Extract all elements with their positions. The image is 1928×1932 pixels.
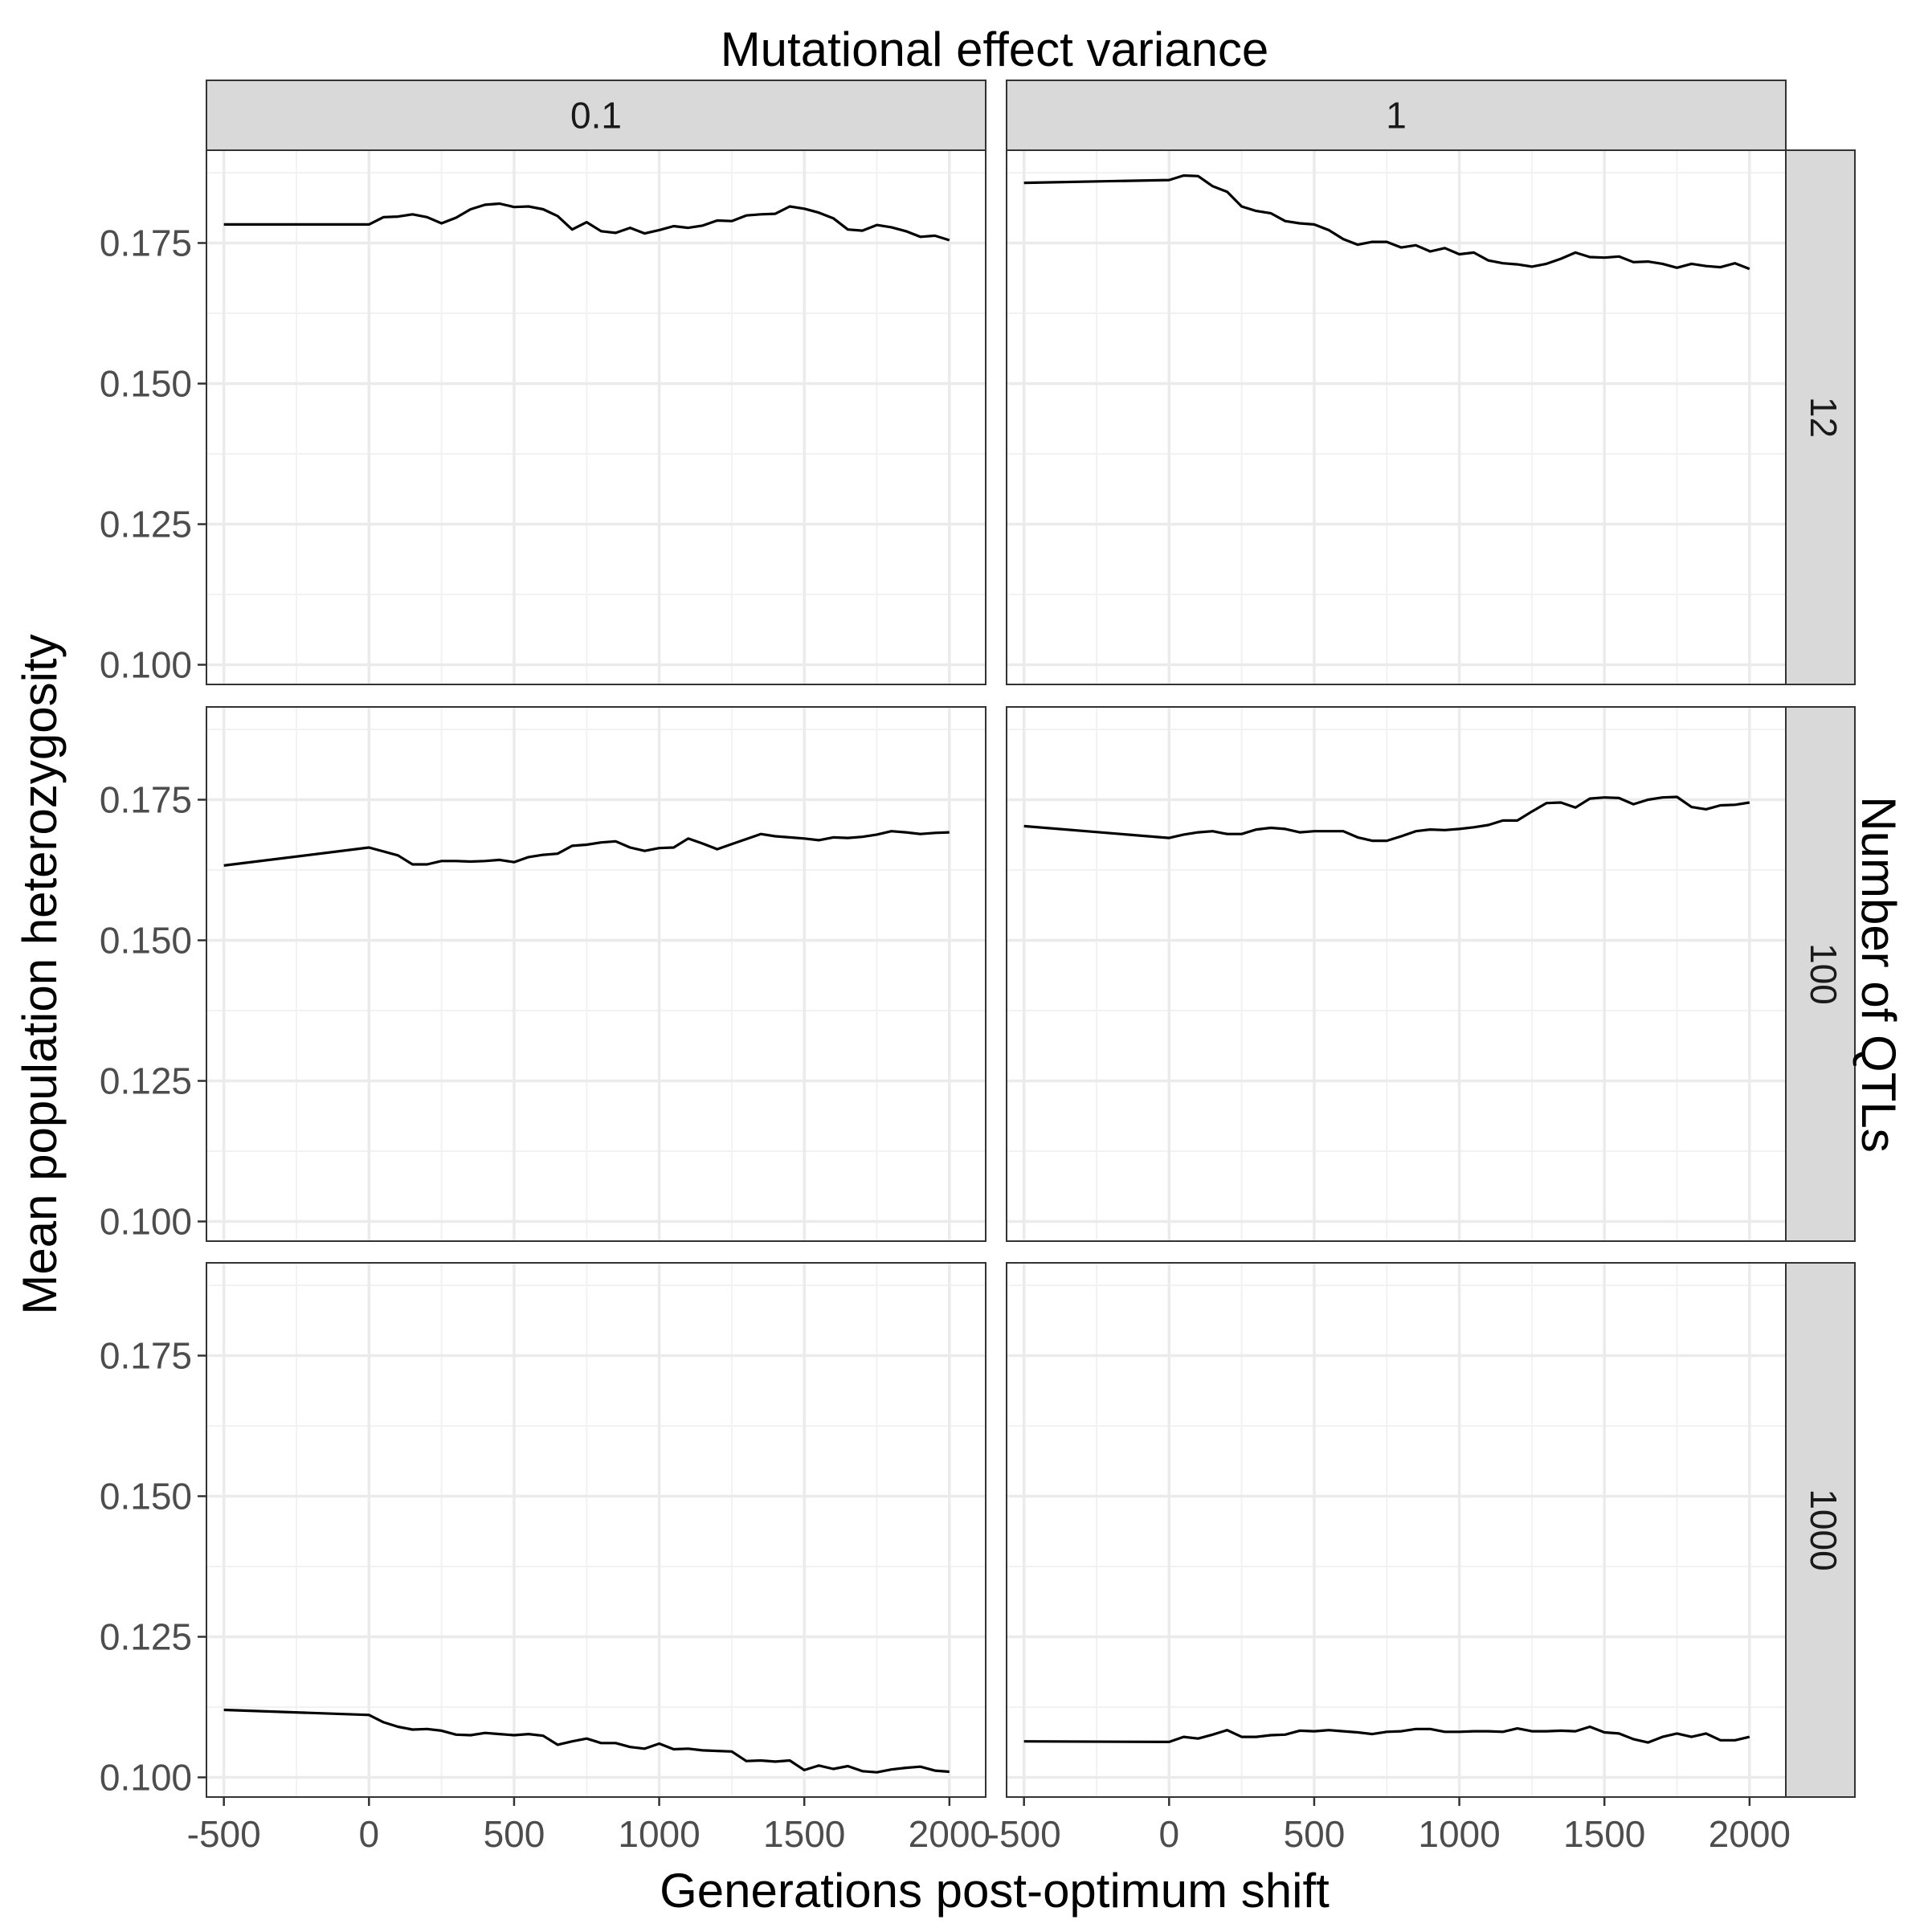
y-tick-label: 0.150 <box>100 920 192 962</box>
column-strip-0 <box>206 80 986 151</box>
panel-r0-c1 <box>1006 149 1787 685</box>
panel-border <box>206 1262 986 1798</box>
y-tick-label: 0.100 <box>100 1201 192 1243</box>
panel-r2-c1 <box>1006 1262 1787 1798</box>
column-strip-label: 1 <box>1386 95 1407 137</box>
series-line <box>1023 174 1750 271</box>
row-strip-label: 12 <box>1803 397 1844 438</box>
row-strip-label: 1000 <box>1803 1489 1844 1571</box>
row-strip-label: 100 <box>1803 943 1844 1005</box>
x-tick-label: 2000 <box>909 1813 991 1855</box>
panel-r0-c0 <box>206 149 986 685</box>
row-facet-title: Number of QTLs <box>1852 796 1906 1152</box>
y-tick-label: 0.125 <box>100 1060 192 1102</box>
x-tick-label: 1500 <box>1563 1813 1645 1855</box>
panel-r1-c1 <box>1006 706 1787 1242</box>
x-tick-label: 1000 <box>1418 1813 1500 1855</box>
series-line <box>1023 1725 1750 1744</box>
x-tick-label: 2000 <box>1709 1813 1791 1855</box>
x-axis-title: Generations post-optimum shift <box>660 1864 1330 1918</box>
column-strip-label: 0.1 <box>570 95 622 137</box>
y-tick-label: 0.125 <box>100 1616 192 1658</box>
panel-border <box>206 706 986 1242</box>
x-tick-label: -500 <box>987 1813 1061 1855</box>
y-tick-label: 0.125 <box>100 504 192 545</box>
series-line <box>1023 795 1750 843</box>
y-tick-label: 0.175 <box>100 1335 192 1377</box>
panel-r2-c0 <box>206 1262 986 1798</box>
panel-r1-c0 <box>206 706 986 1242</box>
y-tick-label: 0.100 <box>100 1757 192 1799</box>
x-tick-label: 500 <box>484 1813 545 1855</box>
col-facet-title: Mutational effect variance <box>721 22 1269 76</box>
series-line <box>223 830 950 867</box>
x-tick-label: 0 <box>1159 1813 1180 1855</box>
row-strip-2 <box>1785 1262 1856 1798</box>
y-tick-label: 0.150 <box>100 363 192 405</box>
x-tick-label: 1000 <box>618 1813 700 1855</box>
row-strip-0 <box>1785 149 1856 685</box>
x-tick-label: 1500 <box>763 1813 845 1855</box>
y-tick-label: 0.175 <box>100 779 192 821</box>
column-strip-1 <box>1006 80 1787 151</box>
series-line <box>223 202 950 242</box>
x-tick-label: -500 <box>187 1813 261 1855</box>
x-tick-label: 500 <box>1284 1813 1346 1855</box>
series-line <box>223 1708 950 1774</box>
y-tick-label: 0.150 <box>100 1476 192 1517</box>
x-tick-label: 0 <box>359 1813 380 1855</box>
y-axis-title: Mean population heterozygosity <box>13 634 67 1314</box>
y-tick-label: 0.100 <box>100 644 192 686</box>
row-strip-1 <box>1785 706 1856 1242</box>
y-tick-label: 0.175 <box>100 223 192 264</box>
